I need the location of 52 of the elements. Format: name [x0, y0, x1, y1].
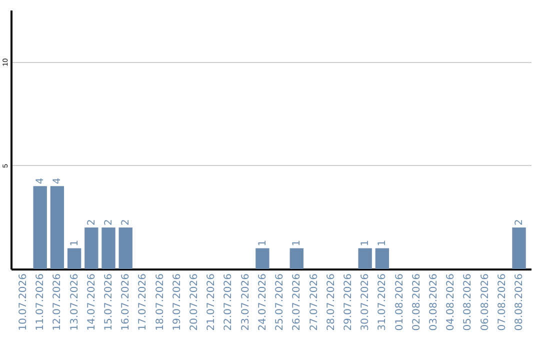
x-tick-label: 24.07.2026: [257, 274, 268, 331]
x-tick-label: 17.07.2026: [138, 274, 149, 331]
x-tick-label: 23.07.2026: [240, 274, 252, 331]
x-tick-label: 28.07.2026: [326, 274, 337, 331]
bar: [50, 186, 64, 269]
data-label: 1: [257, 240, 268, 246]
bar: [358, 248, 372, 269]
bar: [102, 228, 116, 269]
x-tick-label: 31.07.2026: [377, 274, 388, 331]
x-tick-label: 22.07.2026: [223, 274, 234, 331]
x-tick-label: 04.08.2026: [446, 274, 457, 331]
x-tick-label: 15.07.2026: [104, 274, 114, 331]
data-label: 2: [104, 219, 114, 226]
data-label: 2: [86, 219, 98, 226]
x-tick-label: 13.07.2026: [69, 274, 80, 331]
data-label: 1: [377, 240, 388, 246]
data-label: 1: [360, 240, 372, 246]
bar: [256, 248, 270, 269]
x-tick-label: 01.08.2026: [394, 274, 406, 331]
data-label: 2: [514, 219, 526, 226]
x-tick-label: 30.07.2026: [360, 274, 372, 331]
x-tick-label: 19.07.2026: [172, 274, 183, 331]
bar: [118, 228, 132, 269]
x-tick-label: 12.07.2026: [52, 274, 64, 331]
x-tick-label: 11.07.2026: [35, 274, 46, 331]
x-tick-label: 29.07.2026: [342, 274, 354, 331]
data-label: 4: [35, 178, 46, 184]
data-label: 1: [69, 240, 80, 246]
x-tick-label: 25.07.2026: [274, 274, 286, 331]
x-tick-label: 18.07.2026: [154, 274, 166, 331]
data-label: 1: [292, 240, 303, 246]
x-tick-label: 02.08.2026: [411, 274, 422, 331]
bar: [290, 248, 304, 269]
x-tick-label: 21.07.2026: [206, 274, 218, 331]
x-tick-label: 08.08.2026: [514, 274, 526, 331]
x-tick-label: 27.07.2026: [308, 274, 320, 331]
bar: [67, 248, 82, 269]
x-tick-label: 10.07.2026: [18, 274, 29, 331]
data-label: 4: [52, 178, 64, 184]
x-tick-label: 03.08.2026: [428, 274, 440, 331]
x-tick-label: 06.08.2026: [480, 274, 491, 331]
x-tick-label: 14.07.2026: [86, 274, 98, 331]
x-tick-label: 07.08.2026: [496, 274, 508, 331]
x-tick-label: 05.08.2026: [462, 274, 474, 331]
bar: [33, 186, 47, 269]
x-tick-label: 16.07.2026: [120, 274, 132, 331]
bar: [375, 248, 390, 269]
x-tick-label: 20.07.2026: [189, 274, 200, 331]
x-tick-label: 26.07.2026: [292, 274, 303, 331]
bar: [512, 228, 526, 269]
bar: [84, 228, 98, 269]
data-label: 2: [120, 219, 132, 226]
